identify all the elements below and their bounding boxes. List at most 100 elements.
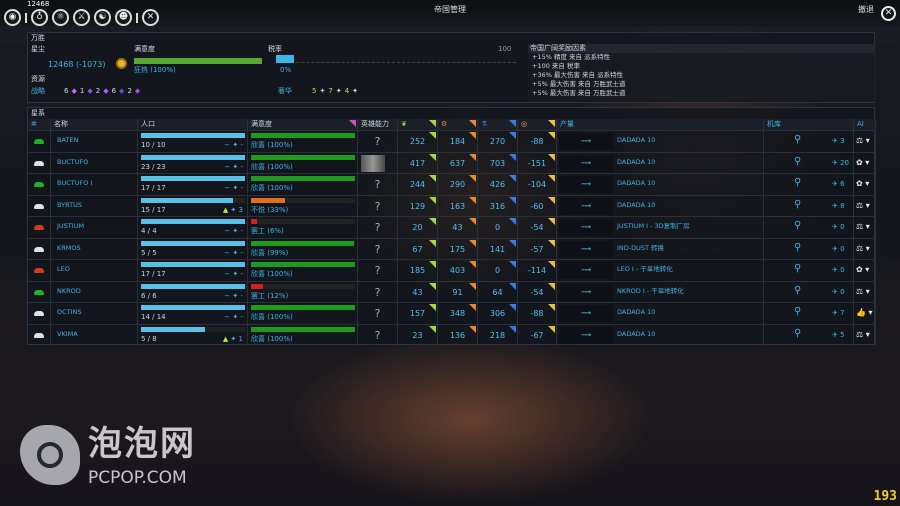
visibility-eye-icon[interactable] [34, 182, 44, 187]
hangar-count[interactable]: ✈ 0 [832, 244, 845, 253]
tax-slider-handle[interactable] [276, 55, 294, 63]
system-name[interactable]: JUSTIUM [57, 222, 85, 230]
table-row[interactable]: BUCTUFO I 17 / 17 − ✦ - 欣喜 (100%)? 244 290 426… [28, 173, 876, 195]
visibility-eye-icon[interactable] [34, 203, 44, 209]
hero-slot[interactable]: ? [374, 178, 381, 191]
column-header-hero[interactable]: 英雄能力 [358, 119, 398, 130]
hero-slot[interactable]: ? [374, 307, 381, 320]
system-name[interactable]: BUCTUFO I [57, 179, 93, 187]
sort-icon[interactable] [349, 120, 356, 127]
column-header-happiness[interactable]: 满意度 [248, 119, 358, 130]
system-name[interactable]: LEO [57, 265, 70, 273]
hero-slot[interactable]: ? [374, 285, 381, 299]
tax-slider[interactable] [276, 57, 516, 63]
sort-icon[interactable] [509, 120, 516, 127]
column-header-food[interactable]: ❦ [398, 119, 438, 130]
table-row[interactable]: BATEN 10 / 10 − ✦ - 欣喜 (100%)? 252 184 270 -88 ⟿… [28, 130, 876, 152]
system-name[interactable]: BUCTUFO [57, 157, 89, 166]
hangar-count[interactable]: ✈ 8 [832, 201, 845, 210]
column-header-science[interactable]: ⚗ [478, 119, 518, 130]
table-row[interactable]: VKIMA 5 / 8 ▲ ✦ 1 欣喜 (100%)? 23 136 218 -67 ⟿ DAD… [28, 323, 876, 346]
table-row[interactable]: JUSTIUM 4 / 4 − ✦ - 罢工 (6%)? 20 43 0 -54 ⟿ JUSTIU… [28, 216, 876, 238]
ai-selector[interactable]: 👍 ▾ [856, 308, 873, 317]
ai-selector[interactable]: ✿ ▾ [856, 158, 869, 167]
empire-icon[interactable]: ♁ [31, 9, 48, 26]
visibility-eye-icon[interactable] [34, 225, 44, 230]
sort-icon[interactable] [469, 120, 476, 127]
production-name[interactable]: NKROD I - 干旱地转化 [617, 286, 684, 295]
visibility-eye-icon[interactable] [34, 332, 44, 338]
column-header-eye[interactable]: ✲ [28, 119, 51, 130]
production-thumbnail[interactable]: ⟿ [559, 262, 613, 279]
bonus-list[interactable]: 帝国广阔奖励因素 +15% 精度 来自 派系特性 +100 来自 税率 +36% 最… [528, 44, 875, 102]
ai-selector[interactable]: ✿ ▾ [856, 179, 869, 188]
ai-selector[interactable]: ⚖ ▾ [856, 136, 870, 145]
system-name[interactable]: BATEN [57, 136, 79, 144]
system-name[interactable]: NKROD [57, 286, 81, 295]
hangar-count[interactable]: ✈ 7 [832, 309, 845, 317]
production-thumbnail[interactable]: ⟿ [559, 197, 613, 215]
production-thumbnail[interactable]: ⟿ [559, 219, 613, 236]
hangar-count[interactable]: ✈ 3 [832, 137, 845, 145]
hangar-count[interactable]: ✈ 0 [832, 287, 845, 296]
hangar-count[interactable]: ✈ 0 [832, 266, 845, 274]
hero-slot[interactable]: ? [374, 135, 381, 148]
column-header-ai[interactable]: AI [854, 119, 876, 130]
production-thumbnail[interactable]: ⟿ [559, 305, 613, 322]
ai-selector[interactable]: ⚖ ▾ [856, 330, 870, 339]
visibility-eye-icon[interactable] [34, 289, 44, 295]
visibility-eye-icon[interactable] [34, 246, 44, 252]
table-row[interactable]: LEO 17 / 17 − ✦ - 欣喜 (100%)? 185 403 0 -114 ⟿ LEO… [28, 259, 876, 281]
hangar-count[interactable]: ✈ 20 [832, 158, 850, 167]
military-icon[interactable]: ⚔ [73, 9, 90, 26]
table-row[interactable]: BYRTUS 15 / 17 ▲ ✦ 3 不悦 (33%)? 129 163 316 -60 ⟿… [28, 194, 876, 217]
ai-selector[interactable]: ⚖ ▾ [856, 222, 870, 231]
ai-selector[interactable]: ⚖ ▾ [856, 287, 870, 296]
visibility-eye-icon[interactable] [34, 311, 44, 316]
production-name[interactable]: DADADA 10 [617, 179, 656, 187]
production-name[interactable]: LEO I - 干旱地转化 [617, 265, 673, 273]
hero-slot[interactable]: ? [374, 328, 381, 342]
system-name[interactable]: OCTINS [57, 308, 82, 316]
heroes-icon[interactable]: ☻ [115, 9, 132, 26]
hangar-count[interactable]: ✈ 0 [832, 223, 845, 231]
retreat-label[interactable]: 撤退 [858, 5, 874, 14]
production-name[interactable]: DADADA 10 [617, 329, 656, 338]
production-name[interactable]: DADADA 10 [617, 136, 656, 144]
visibility-eye-icon[interactable] [34, 268, 44, 273]
production-name[interactable]: IND-DUST 转换 [617, 243, 665, 252]
sort-icon[interactable] [429, 120, 436, 127]
hero-portrait[interactable] [361, 154, 385, 172]
production-name[interactable]: DADADA 10 [617, 308, 656, 316]
production-thumbnail[interactable]: ⟿ [559, 176, 613, 193]
table-row[interactable]: BUCTUFO 23 / 23 − ✦ - 欣喜 (100%) 417 637 703 -15… [28, 151, 876, 174]
production-name[interactable]: DADADA 10 [617, 200, 656, 209]
system-name[interactable]: BYRTUS [57, 200, 82, 209]
production-thumbnail[interactable]: ⟿ [559, 154, 613, 172]
close-button[interactable]: ✕ [881, 6, 896, 21]
column-header-name[interactable]: 名称 [51, 119, 138, 130]
hangar-count[interactable]: ✈ 6 [832, 180, 845, 188]
settings-icon[interactable]: ✕ [142, 9, 159, 26]
production-thumbnail[interactable]: ⟿ [559, 283, 613, 301]
hero-slot[interactable]: ? [374, 264, 381, 277]
hangar-count[interactable]: ✈ 5 [832, 330, 845, 339]
production-thumbnail[interactable]: ⟿ [559, 133, 613, 150]
hero-slot[interactable]: ? [374, 242, 381, 256]
table-row[interactable]: NKROD 6 / 6 − ✦ - 罢工 (12%)? 43 91 64 -54 ⟿ NKROD … [28, 280, 876, 303]
table-row[interactable]: OCTINS 14 / 14 − ✦ - 欣喜 (100%)? 157 348 306 -88… [28, 302, 876, 324]
hero-slot[interactable]: ? [374, 199, 381, 213]
column-header-industry[interactable]: ⚙ [438, 119, 478, 130]
hero-slot[interactable]: ? [374, 221, 381, 234]
system-name[interactable]: VKIMA [57, 329, 78, 338]
production-name[interactable]: DADADA 10 [617, 157, 656, 166]
ai-selector[interactable]: ⚖ ▾ [856, 244, 870, 253]
sort-icon[interactable] [548, 120, 555, 127]
production-thumbnail[interactable]: ⟿ [559, 240, 613, 258]
column-header-dust[interactable]: ◎ [518, 119, 557, 130]
ai-selector[interactable]: ✿ ▾ [856, 265, 869, 274]
research-icon[interactable]: ⚛ [52, 9, 69, 26]
table-row[interactable]: KRMOS 5 / 5 − ✦ - 欣喜 (99%)? 67 175 141 -57 ⟿ IND-… [28, 237, 876, 260]
column-header-production[interactable]: 产量 [557, 119, 764, 130]
production-thumbnail[interactable]: ⟿ [559, 326, 613, 344]
